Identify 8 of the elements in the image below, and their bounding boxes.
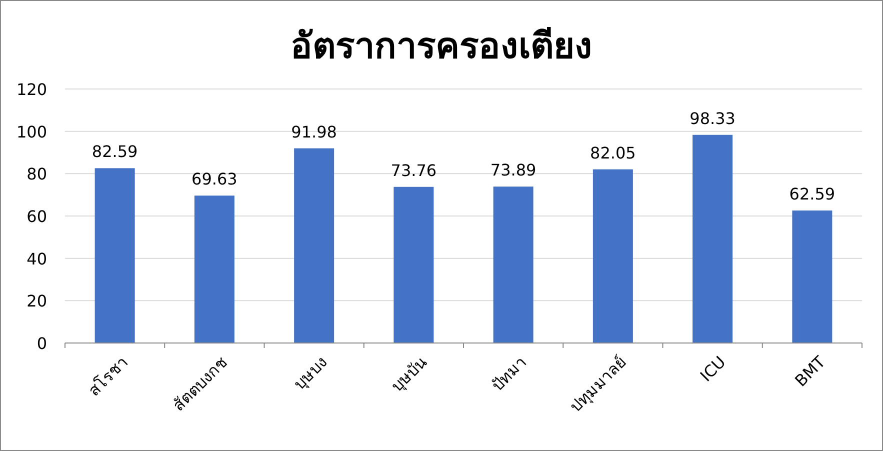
ytick: 120 — [16, 80, 47, 99]
ytick: 20 — [26, 292, 47, 311]
ytick: 100 — [16, 122, 47, 142]
ytick: 0 — [36, 334, 47, 353]
ytick: 40 — [26, 249, 47, 268]
ytick: 60 — [26, 207, 47, 226]
title: อัตราการครองเตียง — [290, 26, 592, 67]
ytick: 80 — [26, 164, 47, 184]
